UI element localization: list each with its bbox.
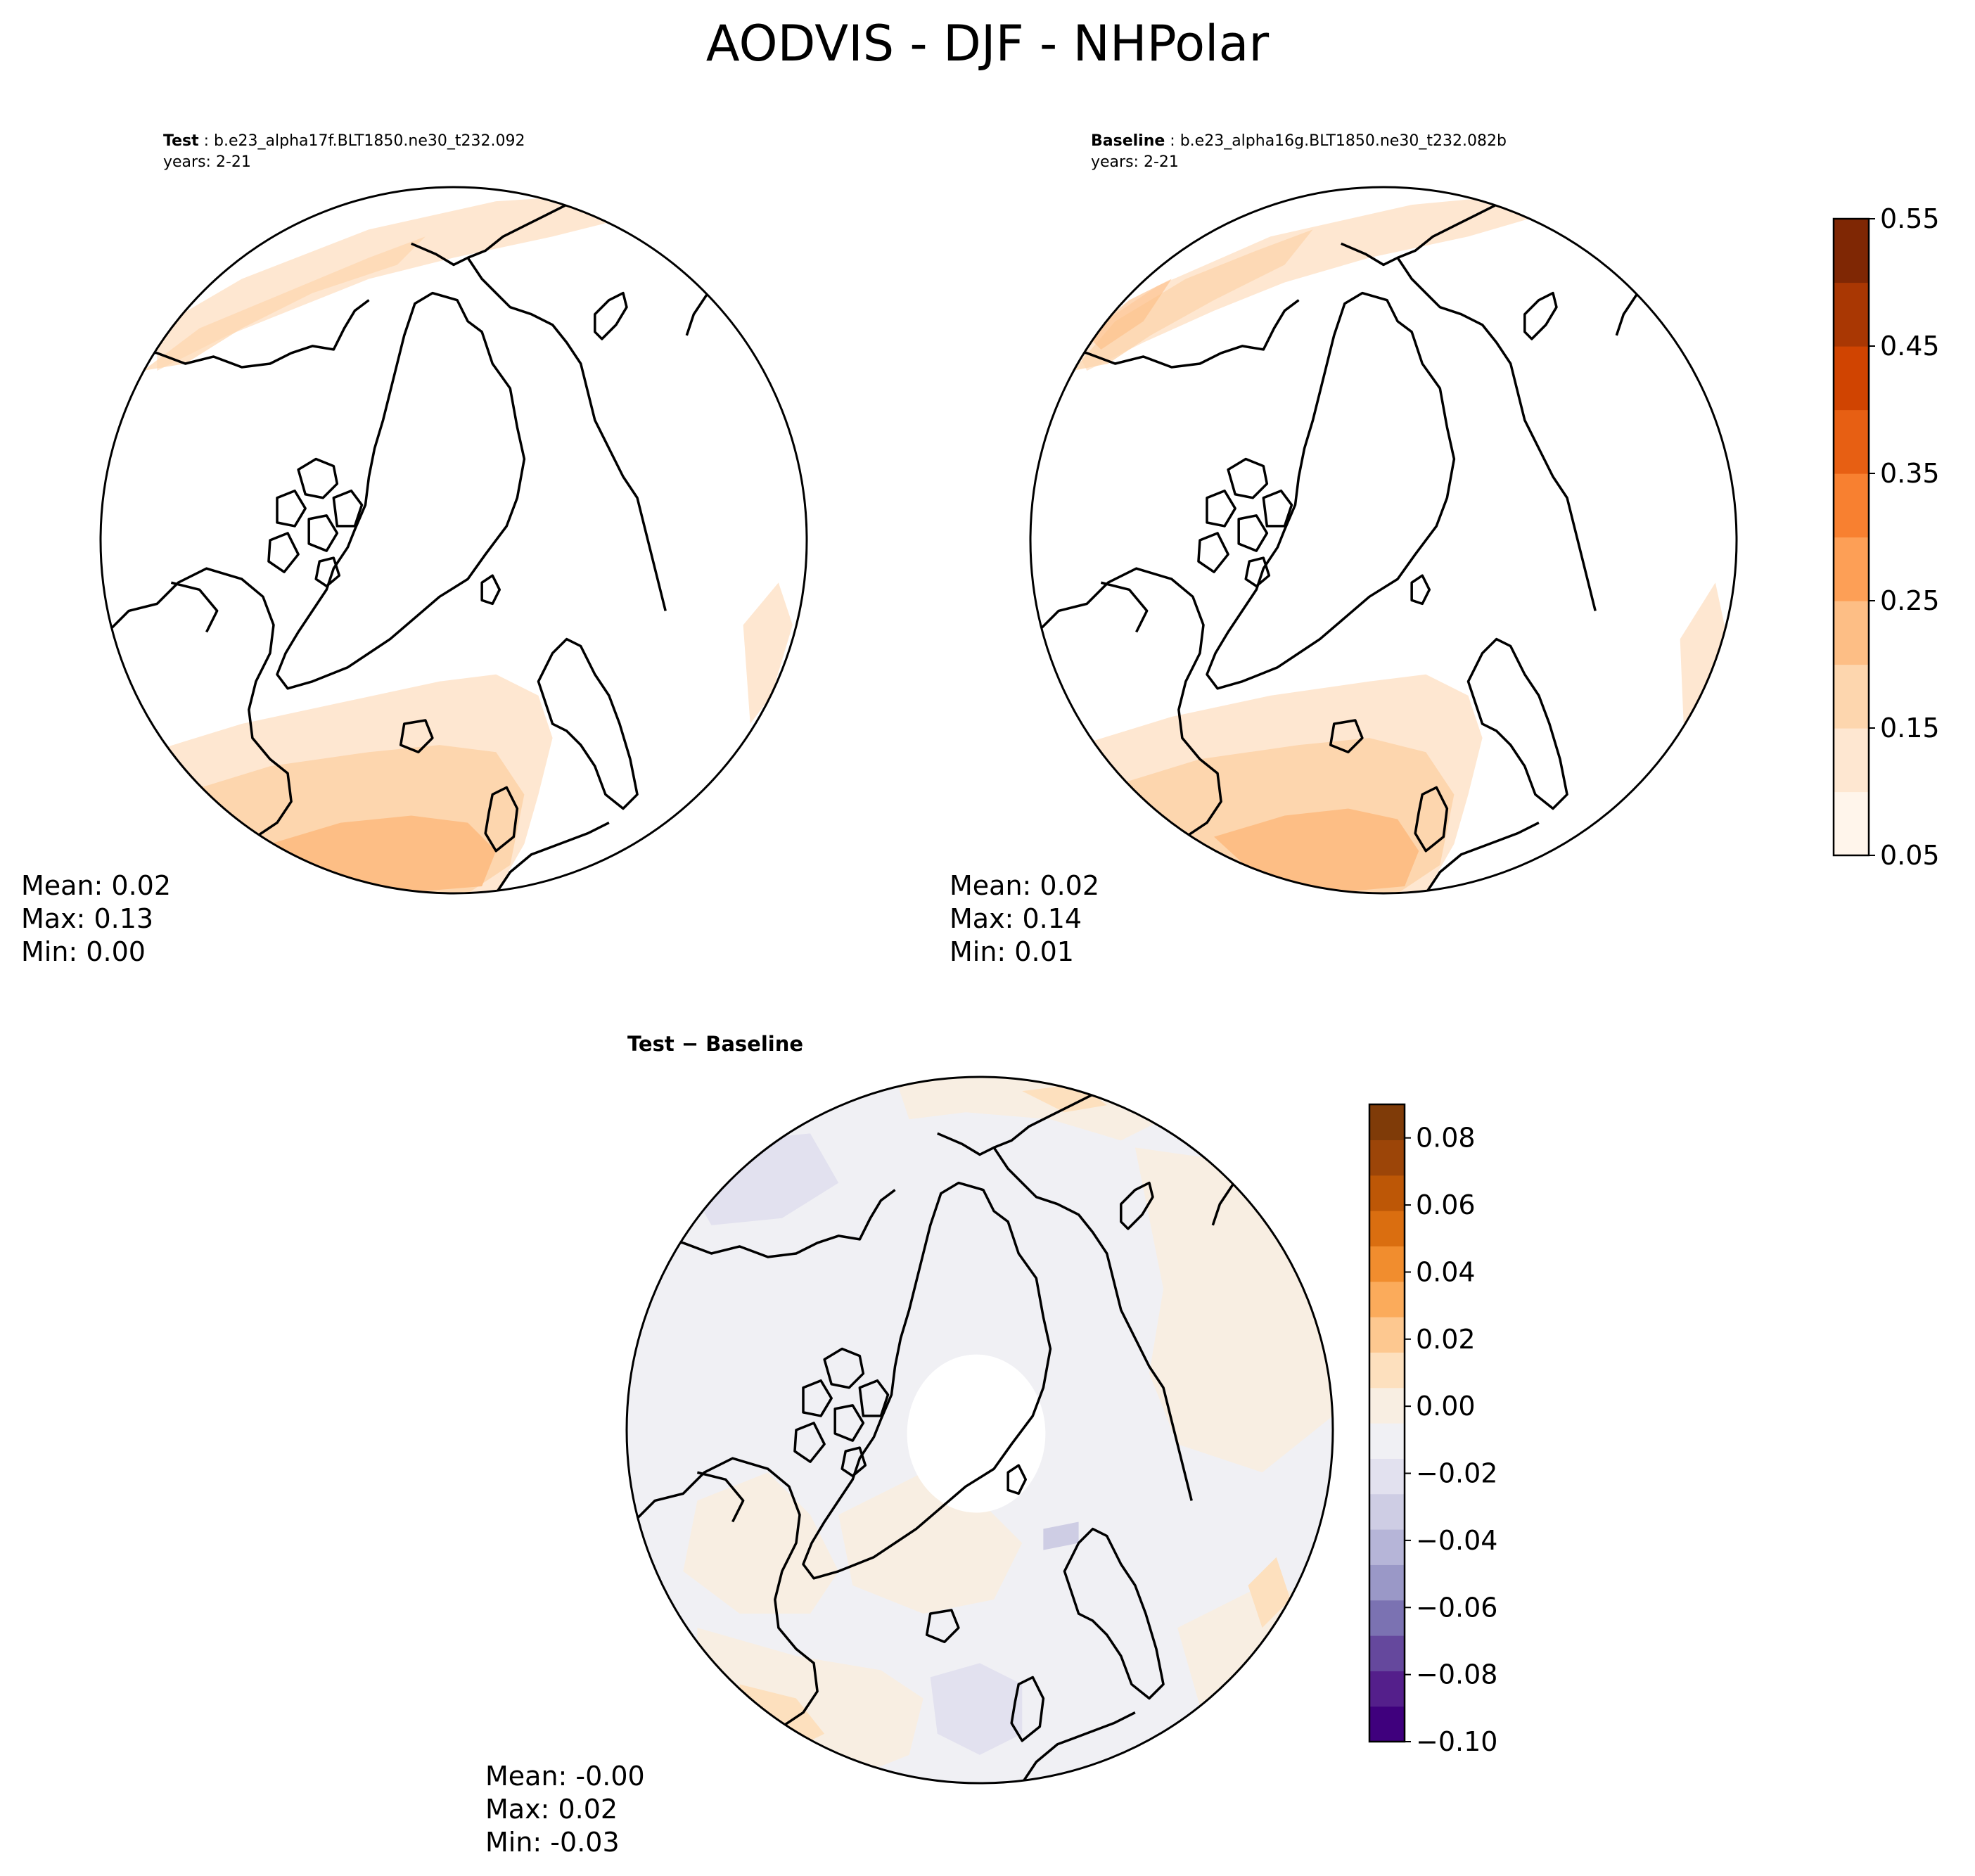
test-colon: :	[199, 132, 214, 150]
main-colorbar-tick-label: 0.05	[1880, 840, 1940, 871]
difference-colorbar-segment	[1369, 1104, 1405, 1140]
baseline-case-caption: Baseline : b.e23_alpha16g.BLT1850.ne30_t…	[1091, 132, 1507, 150]
main-colorbar-tick-label: 0.25	[1880, 585, 1940, 616]
main-colorbar-segment	[1834, 282, 1869, 347]
difference-colorbar-tick-label: −0.10	[1416, 1726, 1497, 1757]
test-map	[101, 187, 807, 893]
main-colorbar-segment	[1834, 601, 1869, 665]
difference-colorbar-tick-label: 0.08	[1416, 1123, 1476, 1154]
difference-title-baseline: Baseline	[705, 1032, 803, 1056]
difference-colorbar-tick-label: 0.00	[1416, 1391, 1476, 1422]
difference-min: Min: -0.03	[485, 1827, 620, 1858]
difference-colorbar-frame	[1368, 1103, 1406, 1743]
difference-colorbar-tick-label: 0.02	[1416, 1324, 1476, 1355]
figure-title: AODVIS - DJF - NHPolar	[706, 15, 1270, 72]
difference-colorbar-segment	[1369, 1458, 1405, 1495]
difference-colorbar-segment	[1369, 1175, 1405, 1211]
baseline-map	[1030, 187, 1737, 893]
test-mean: Mean: 0.02	[21, 870, 171, 901]
difference-colorbar-segment	[1369, 1529, 1405, 1565]
baseline-years: years: 2-21	[1091, 153, 1179, 171]
difference-map	[627, 1077, 1333, 1783]
baseline-panel: Baseline : b.e23_alpha16g.BLT1850.ne30_t…	[950, 132, 1738, 967]
difference-title-separator: −	[675, 1032, 706, 1056]
difference-panel: Test − Baseline Mean: -0.00 Max: 0.02 Mi…	[485, 1032, 1334, 1858]
baseline-case-name: b.e23_alpha16g.BLT1850.ne30_t232.082b	[1180, 132, 1507, 150]
main-colorbar-segment	[1834, 728, 1869, 793]
main-colorbar: 0.05 0.15 0.25 0.35 0.45 0.55	[1832, 203, 1940, 871]
main-colorbar-segment	[1834, 346, 1869, 411]
difference-colorbar-tick-label: −0.04	[1416, 1525, 1497, 1556]
difference-colorbar-tick-label: 0.06	[1416, 1189, 1476, 1220]
baseline-colon: :	[1165, 132, 1180, 150]
difference-colorbar: 0.08 0.06 0.04 0.02 0.00 −0.02 −0.04 −0.06 −0.08…	[1368, 1103, 1497, 1757]
difference-colorbar-tick-label: −0.08	[1416, 1659, 1497, 1690]
baseline-mean: Mean: 0.02	[950, 870, 1099, 901]
main-colorbar-segment	[1834, 409, 1869, 474]
difference-colorbar-segment	[1369, 1387, 1405, 1424]
difference-colorbar-segment	[1369, 1281, 1405, 1317]
difference-mean: Mean: -0.00	[485, 1761, 645, 1792]
difference-colorbar-segment	[1369, 1140, 1405, 1176]
main-colorbar-frame	[1832, 217, 1870, 857]
difference-colorbar-segment	[1369, 1423, 1405, 1459]
baseline-min: Min: 0.01	[950, 936, 1074, 967]
test-case-caption: Test : b.e23_alpha17f.BLT1850.ne30_t232.…	[163, 132, 525, 150]
main-colorbar-segment	[1834, 537, 1869, 601]
main-colorbar-tick-label: 0.15	[1880, 713, 1940, 744]
difference-colorbar-segment	[1369, 1246, 1405, 1282]
difference-colorbar-tick-label: −0.06	[1416, 1592, 1497, 1623]
test-case-name: b.e23_alpha17f.BLT1850.ne30_t232.092	[214, 132, 525, 150]
difference-colorbar-segment	[1369, 1493, 1405, 1530]
difference-colorbar-segment	[1369, 1211, 1405, 1246]
baseline-max: Max: 0.14	[950, 903, 1082, 934]
difference-colorbar-segment	[1369, 1706, 1405, 1742]
test-years: years: 2-21	[163, 153, 251, 171]
difference-colorbar-tick-label: 0.04	[1416, 1256, 1476, 1287]
test-max: Max: 0.13	[21, 903, 153, 934]
main-colorbar-tick-label: 0.55	[1880, 203, 1940, 234]
difference-colorbar-segment	[1369, 1600, 1405, 1636]
difference-map-frame	[625, 1076, 1334, 1785]
test-map-frame	[99, 186, 808, 895]
baseline-label: Baseline	[1091, 132, 1165, 150]
baseline-map-frame	[1029, 186, 1738, 895]
difference-title-test: Test	[627, 1032, 675, 1056]
main-colorbar-segment	[1834, 473, 1869, 538]
difference-title: Test − Baseline	[627, 1032, 803, 1056]
difference-colorbar-segment	[1369, 1564, 1405, 1601]
difference-colorbar-segment	[1369, 1635, 1405, 1671]
difference-colorbar-segment	[1369, 1317, 1405, 1353]
difference-max: Max: 0.02	[485, 1794, 618, 1825]
main-colorbar-segment	[1834, 664, 1869, 729]
difference-colorbar-segment	[1369, 1671, 1405, 1707]
test-min: Min: 0.00	[21, 936, 146, 967]
test-label: Test	[163, 132, 199, 150]
test-panel: Test : b.e23_alpha17f.BLT1850.ne30_t232.…	[21, 132, 808, 967]
main-colorbar-segment	[1834, 219, 1869, 283]
difference-colorbar-tick-label: −0.02	[1416, 1458, 1497, 1489]
difference-colorbar-segment	[1369, 1352, 1405, 1389]
main-colorbar-tick-label: 0.35	[1880, 458, 1940, 489]
main-colorbar-tick-label: 0.45	[1880, 331, 1940, 362]
main-colorbar-segment	[1834, 791, 1869, 856]
